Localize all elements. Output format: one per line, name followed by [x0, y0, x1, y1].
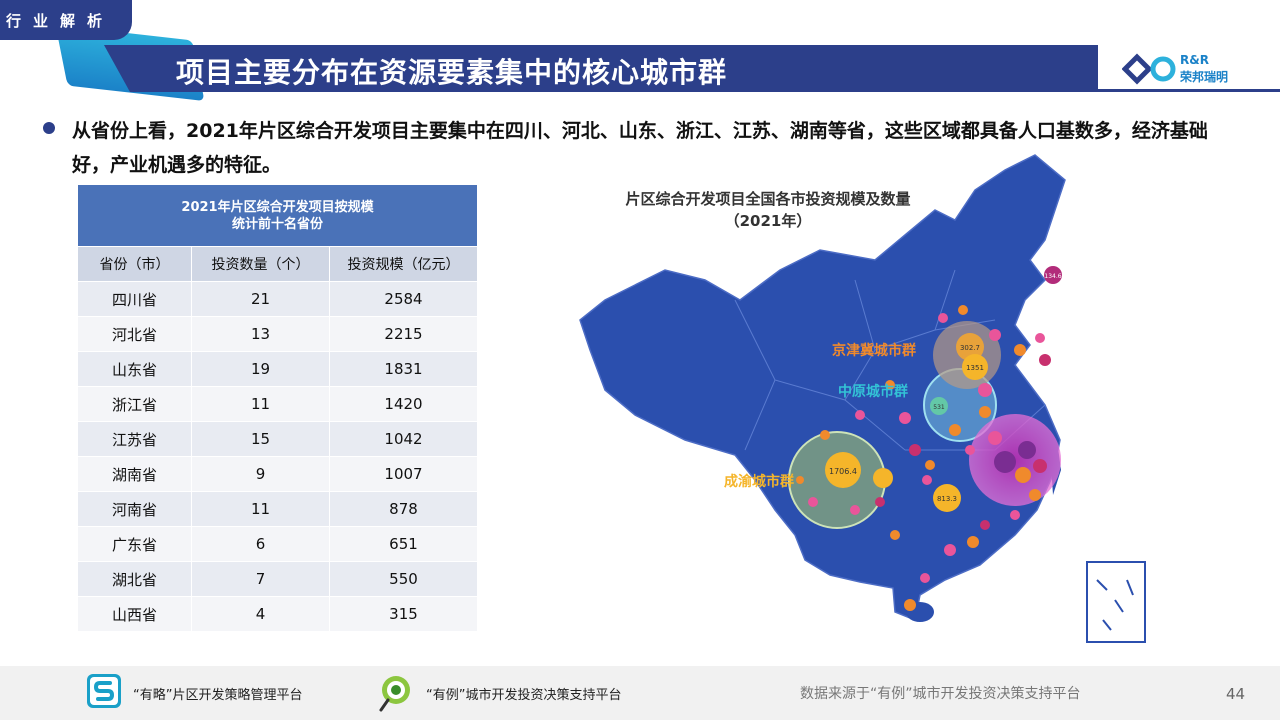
- bubble-zhengzhou: [930, 397, 948, 415]
- bubble-chongqing: [873, 468, 893, 488]
- table-body: 四川省 21 2584 河北省 13 2215 山东省 19 1831 浙江省 …: [78, 282, 477, 632]
- cluster-label-chengyu: 成渝城市群: [724, 474, 794, 490]
- section-tag-label: 行业解析: [6, 12, 115, 30]
- cell-count: 4: [192, 597, 330, 631]
- map-title-line1: 片区综合开发项目全国各市投资规模及数量: [625, 190, 911, 208]
- table-row: 河北省 13 2215: [78, 317, 477, 352]
- logo-text-en: R&R: [1180, 53, 1209, 67]
- table-title: 2021年片区综合开发项目按规模 统计前十名省份: [78, 185, 477, 247]
- table-row: 河南省 11 878: [78, 492, 477, 527]
- cell-province: 山西省: [78, 597, 192, 631]
- cell-scale: 550: [389, 570, 418, 588]
- map-title: 片区综合开发项目全国各市投资规模及数量 （2021年）: [598, 188, 938, 232]
- cell-scale: 651: [389, 535, 418, 553]
- title-underline: [1098, 89, 1280, 92]
- column-header-province: 省份（市）: [78, 247, 192, 281]
- cell-count: 15: [192, 422, 330, 456]
- cell-province: 河北省: [78, 317, 192, 351]
- cell-province: 山东省: [78, 352, 192, 386]
- column-header-scale: 投资规模（亿元）: [347, 257, 460, 273]
- bubble-north: [1044, 266, 1062, 284]
- cell-count: 6: [192, 527, 330, 561]
- page-number: 44: [1226, 685, 1246, 703]
- table-header-row: 省份（市） 投资数量（个） 投资规模（亿元）: [78, 247, 477, 282]
- cluster-label-yangtze-delta: 长三角城市群: [1073, 455, 1157, 471]
- cell-province: 广东省: [78, 527, 192, 561]
- footer-platform2: “有例”城市开发投资决策支持平台: [426, 688, 622, 703]
- province-ranking-table: 2021年片区综合开发项目按规模 统计前十名省份 省份（市） 投资数量（个） 投…: [78, 185, 477, 632]
- cell-count: 21: [192, 282, 330, 316]
- footer-data-source: 数据来源于“有例”城市开发投资决策支持平台: [800, 686, 1081, 702]
- cell-scale: 315: [389, 605, 418, 623]
- table-row: 四川省 21 2584: [78, 282, 477, 317]
- table-row: 山西省 4 315: [78, 597, 477, 632]
- company-logo-icon: [1122, 53, 1176, 85]
- cluster-label-zhongyuan: 中原城市群: [838, 384, 908, 400]
- cell-province: 河南省: [78, 492, 192, 526]
- cell-province: 湖南省: [78, 457, 192, 491]
- bubble-beijing: [956, 333, 984, 361]
- youli-platform-icon: [379, 676, 410, 712]
- cell-scale: 2584: [384, 290, 423, 308]
- section-tag: 行业解析: [0, 0, 132, 40]
- cell-count: 13: [192, 317, 330, 351]
- table-title-line1: 2021年片区综合开发项目按规模: [181, 199, 374, 215]
- youlue-platform-icon: [87, 674, 121, 708]
- map-title-line2: （2021年）: [724, 212, 812, 230]
- cell-count: 7: [192, 562, 330, 596]
- page-title: 项目主要分布在资源要素集中的核心城市群: [176, 56, 728, 89]
- cluster-label-jingjinji: 京津冀城市群: [832, 343, 916, 359]
- cell-scale: 1042: [384, 430, 423, 448]
- cell-province: 浙江省: [78, 387, 192, 421]
- bubble-label-chengdu: 1706.4: [829, 467, 857, 476]
- bubble-chengdu: [825, 452, 861, 488]
- bubble-label-north: 134.6: [1044, 273, 1061, 280]
- bubble-label-beijing: 302.7: [960, 344, 980, 352]
- cell-scale: 2215: [384, 325, 423, 343]
- title-bar: 项目主要分布在资源要素集中的核心城市群: [104, 45, 1098, 92]
- cell-province: 湖北省: [78, 562, 192, 596]
- summary-text: 从省份上看，2021年片区综合开发项目主要集中在四川、河北、山东、浙江、江苏、湖…: [72, 120, 1208, 176]
- cell-count: 19: [192, 352, 330, 386]
- bubble-changsha: [933, 484, 961, 512]
- table-row: 湖南省 9 1007: [78, 457, 477, 492]
- cell-scale: 1007: [384, 465, 423, 483]
- bullet-icon: [43, 122, 55, 134]
- bubble-tianjin: [962, 354, 988, 380]
- cell-count: 11: [192, 492, 330, 526]
- bubble-label-tianjin: 1351: [966, 364, 984, 372]
- cell-count: 11: [192, 387, 330, 421]
- cell-scale: 1831: [384, 360, 423, 378]
- china-investment-map: 1706.4 302.7 1351 813.3 134.6 531: [579, 154, 1146, 643]
- cell-province: 江苏省: [78, 422, 192, 456]
- column-header-count: 投资数量（个）: [192, 247, 330, 281]
- table-row: 江苏省 15 1042: [78, 422, 477, 457]
- footer-bar: [0, 666, 1280, 720]
- cell-province: 四川省: [78, 282, 192, 316]
- bubble-label-zhengzhou: 531: [933, 404, 945, 411]
- table-row: 湖北省 7 550: [78, 562, 477, 597]
- table-row: 山东省 19 1831: [78, 352, 477, 387]
- footer-platform1: “有略”片区开发策略管理平台: [133, 688, 303, 703]
- table-title-line2: 统计前十名省份: [231, 216, 323, 232]
- logo-text-cn: 荣邦瑞明: [1180, 70, 1229, 84]
- table-row: 广东省 6 651: [78, 527, 477, 562]
- cell-count: 9: [192, 457, 330, 491]
- bubble-label-changsha: 813.3: [937, 495, 957, 503]
- cell-scale: 878: [389, 500, 418, 518]
- cell-scale: 1420: [384, 395, 423, 413]
- table-row: 浙江省 11 1420: [78, 387, 477, 422]
